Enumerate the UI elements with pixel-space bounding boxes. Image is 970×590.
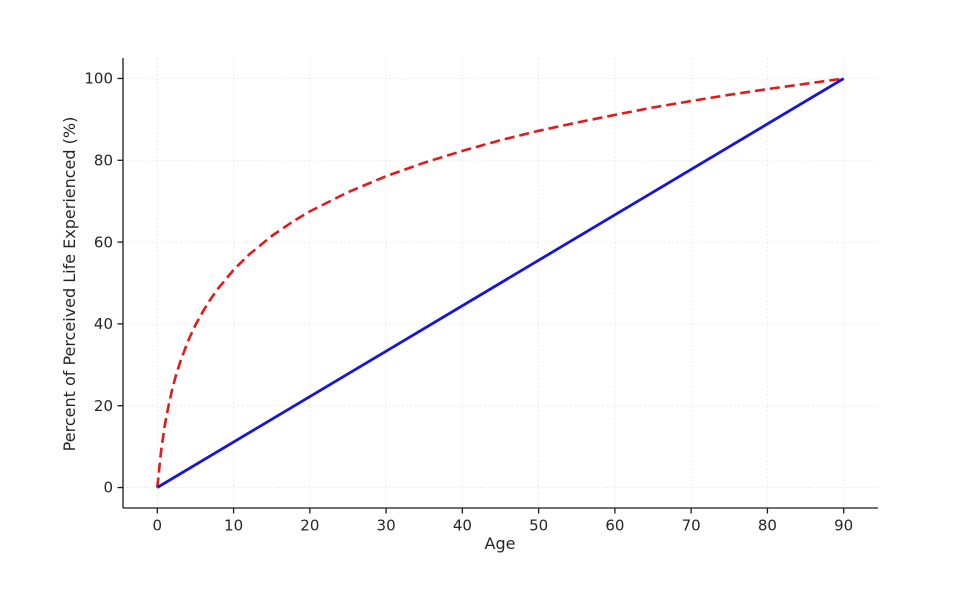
y-tick-label: 60 [94,233,113,251]
x-tick-label: 10 [224,517,243,535]
y-tick-label: 100 [84,70,113,88]
x-tick-label: 70 [682,517,701,535]
axes [117,58,878,514]
blue_solid_linear_line-path [156,77,845,489]
x-tick-label: 60 [605,517,624,535]
x-tick-label: 30 [377,517,396,535]
x-tick-label: 80 [758,517,777,535]
y-axis-label: Percent of Perceived Life Experienced (%… [60,117,79,452]
x-tick-label: 90 [834,517,853,535]
x-tick-label: 20 [300,517,319,535]
y-tick-label: 80 [94,151,113,169]
y-tick-label: 20 [94,397,113,415]
y-tick-label: 40 [94,315,113,333]
x-axis-label: Age [485,534,516,553]
y-tick-label: 0 [103,479,113,497]
x-tick-label: 50 [529,517,548,535]
tick-labels: 0 10 20 30 40 50 60 70 80 90 0 20 40 60 80 100 [84,70,853,535]
gridlines [123,58,878,508]
x-tick-label: 0 [153,517,163,535]
red_dashed_log_perception_curve-path [156,77,844,488]
series-lines [156,77,845,489]
x-tick-label: 40 [453,517,472,535]
